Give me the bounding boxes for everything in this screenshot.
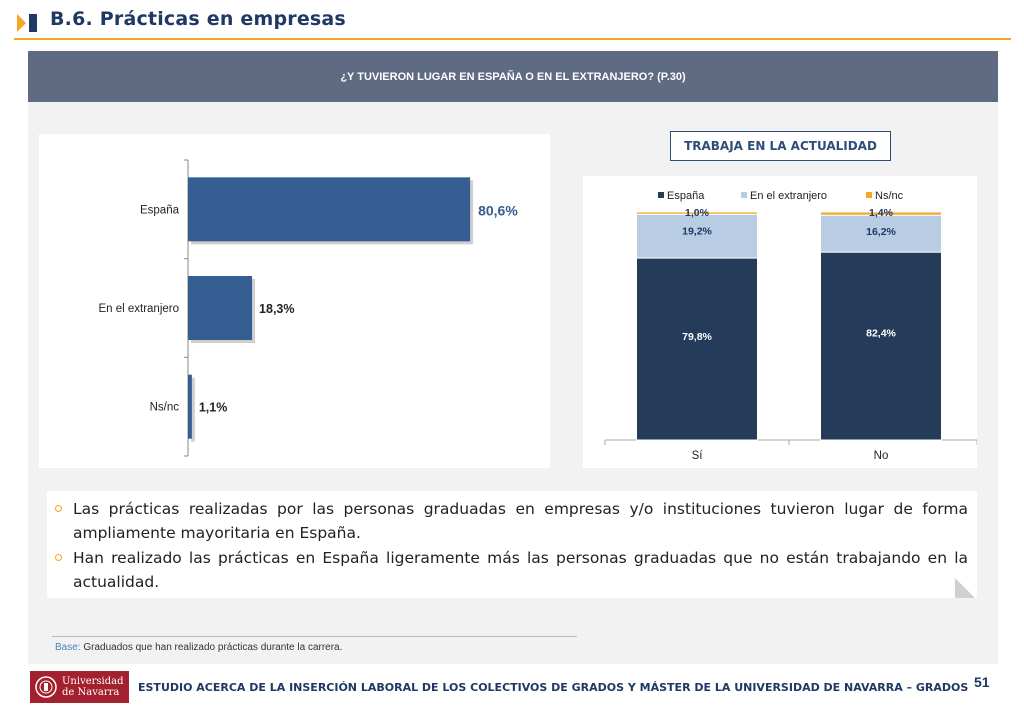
base-text: Graduados que han realizado prácticas du… (80, 642, 343, 653)
summary-bullet: Han realizado las prácticas en España li… (55, 546, 968, 594)
legend-label: Ns/nc (875, 190, 904, 202)
base-label: Base: (55, 642, 81, 653)
stacked-segment (820, 211, 942, 216)
base-divider (52, 636, 577, 637)
data-label: 1,4% (869, 207, 894, 219)
destination-bar-chart: España 80,6% En el extranjero 18,3% Ns/nc 1,1… (39, 134, 550, 468)
category-label: No (874, 450, 889, 462)
category-label: Sí (692, 450, 704, 462)
data-label: 18,3% (259, 302, 294, 316)
bullet-icon (55, 554, 62, 561)
stacked-segment (636, 257, 758, 441)
page-curl-decoration (955, 578, 975, 598)
question-banner: ¿Y TUVIERON LUGAR EN ESPAÑA O EN EL EXTR… (28, 51, 998, 102)
bar (188, 177, 471, 242)
category-label: En el extranjero (98, 303, 179, 315)
page-number: 51 (974, 674, 990, 690)
data-label: 82,4% (866, 328, 896, 340)
category-label: España (140, 204, 180, 216)
category-label: Ns/nc (150, 402, 180, 414)
data-label: 19,2% (682, 225, 712, 237)
data-label: 1,1% (199, 401, 228, 415)
stacked-segment (820, 251, 942, 441)
logo-line2: de Navarra (62, 687, 120, 698)
logo-line1: Universidad (62, 676, 124, 687)
summary-bullet-text: Han realizado las prácticas en España li… (73, 549, 968, 591)
stacked-segment (636, 213, 758, 259)
legend-swatch (866, 192, 872, 198)
stacked-segment (820, 214, 942, 253)
data-label: 80,6% (478, 202, 518, 218)
data-label: 1,0% (685, 207, 710, 219)
legend-label: España (667, 190, 705, 202)
legend-label: En el extranjero (750, 190, 827, 202)
data-label: 16,2% (866, 226, 896, 238)
bar (188, 276, 253, 340)
stacked-bar-chart: España En el extranjero Ns/nc 79,8% 19,2% 1,0… (583, 176, 978, 468)
university-logo: Universidad de Navarra (30, 671, 129, 703)
trabaja-label: TRABAJA EN LA ACTUALIDAD (670, 131, 891, 161)
bar (188, 374, 192, 439)
bullet-icon (55, 505, 62, 512)
seal-icon (35, 676, 57, 698)
summary-bullet: Las prácticas realizadas por las persona… (55, 497, 968, 545)
question-text: ¿Y TUVIERON LUGAR EN ESPAÑA O EN EL EXTR… (340, 70, 686, 83)
stacked-bar-chart-svg: España En el extranjero Ns/nc 79,8% 19,2% 1,0… (604, 190, 978, 462)
bar-shadow (191, 377, 195, 442)
destination-bar-chart-svg: España 80,6% En el extranjero 18,3% Ns/nc 1,1… (98, 159, 518, 457)
data-label: 79,8% (682, 331, 712, 343)
base-note: Base: Graduados que han realizado prácti… (55, 642, 342, 653)
chevron-right-icon (15, 11, 41, 40)
header-divider (14, 38, 1011, 40)
page-title: B.6. Prácticas en empresas (50, 8, 346, 30)
legend-swatch (658, 192, 664, 198)
summary-bullet-text: Las prácticas realizadas por las persona… (73, 500, 968, 542)
footer-text: ESTUDIO ACERCA DE LA INSERCIÓN LABORAL D… (138, 681, 969, 694)
legend-swatch (741, 192, 747, 198)
stacked-segment (636, 211, 758, 215)
summary-box: Las prácticas realizadas por las persona… (47, 491, 977, 598)
